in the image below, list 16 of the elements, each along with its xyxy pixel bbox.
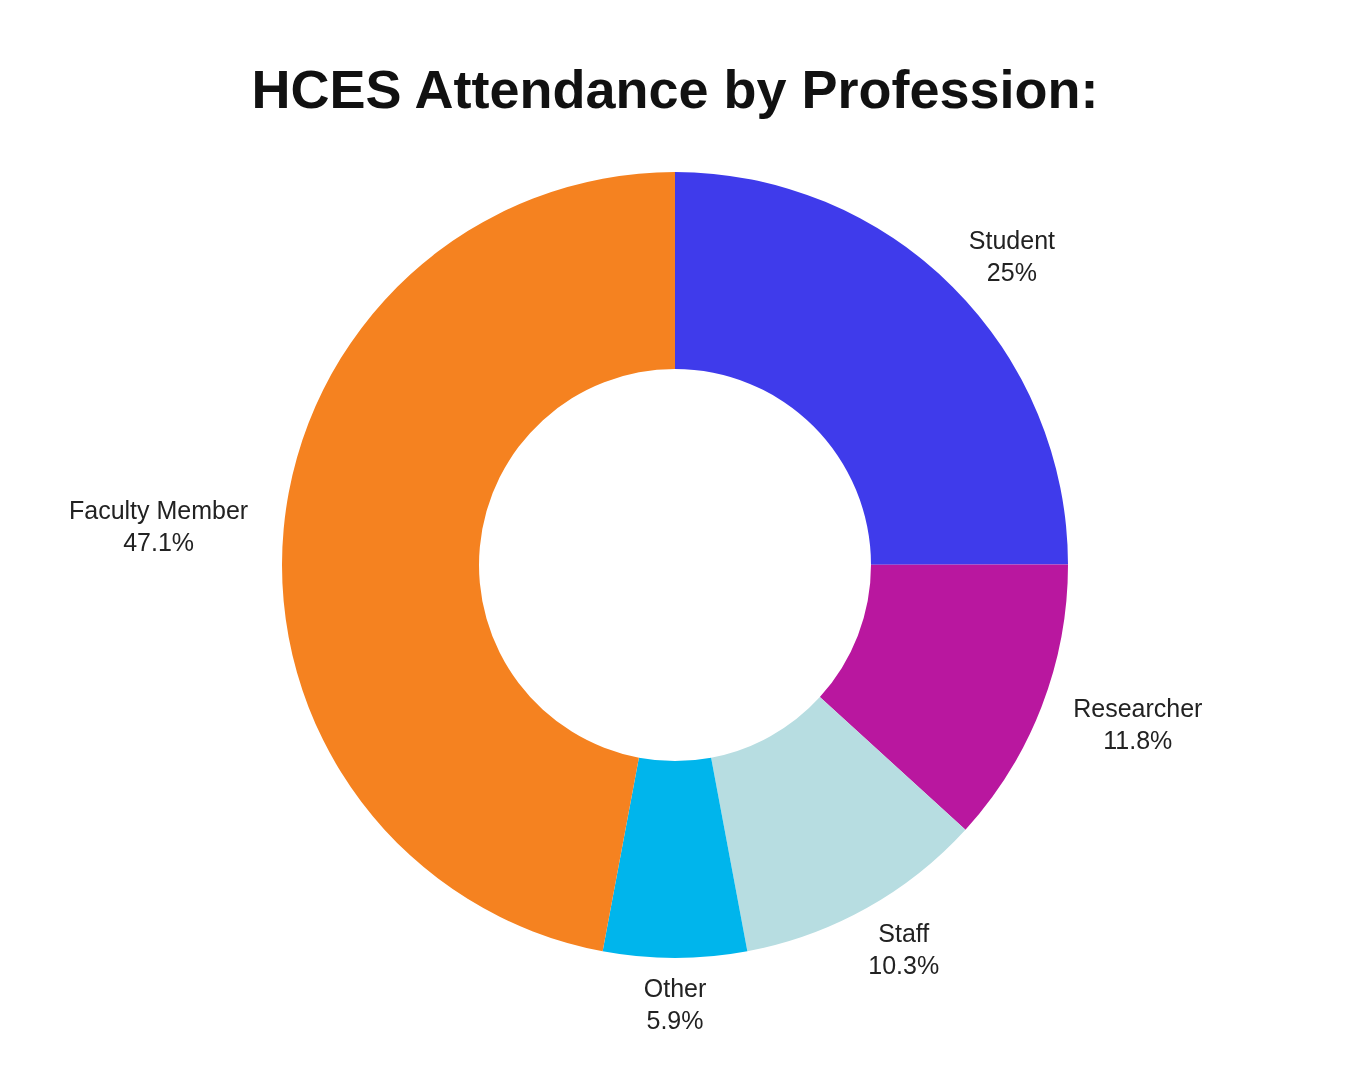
data-label: 25% bbox=[986, 258, 1037, 287]
slice-label: Other bbox=[643, 974, 707, 1002]
donut-slice bbox=[282, 172, 675, 952]
donut-slice bbox=[675, 172, 1068, 565]
donut-slice bbox=[602, 757, 748, 958]
data-label: 10.3% bbox=[868, 950, 940, 979]
slice-label: Faculty Member bbox=[68, 495, 249, 524]
slice-label: Researcher bbox=[1073, 693, 1203, 722]
data-label: 47.1% bbox=[123, 527, 195, 556]
slice-label: Student bbox=[968, 226, 1056, 255]
data-label: 11.8% bbox=[1103, 725, 1173, 754]
slice-label: Staff bbox=[878, 918, 930, 947]
donut-slice bbox=[819, 564, 1068, 830]
chart-title: HCES Attendance by Profession: bbox=[251, 59, 1099, 119]
donut-slice bbox=[711, 697, 966, 952]
data-label: 5.9% bbox=[646, 1006, 704, 1034]
